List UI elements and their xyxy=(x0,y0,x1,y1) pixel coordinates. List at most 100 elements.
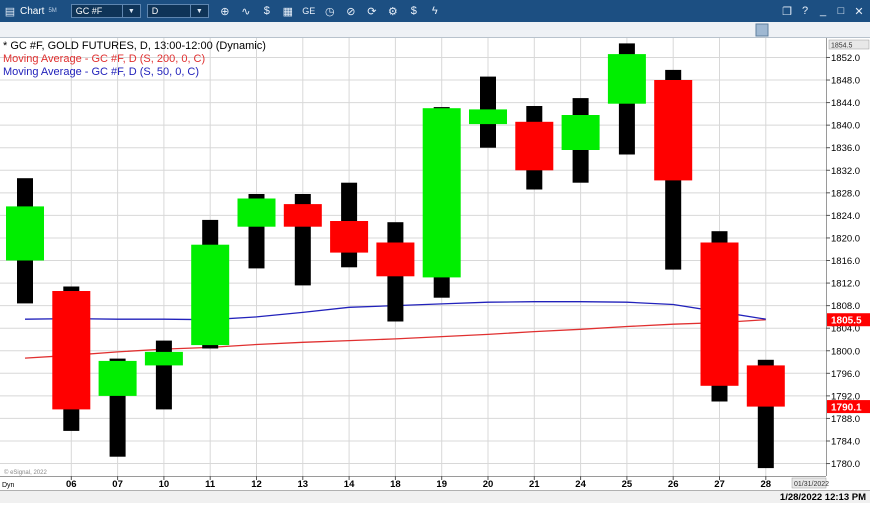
sync-icon[interactable]: ⟳ xyxy=(367,5,377,18)
time-tick-label: 10 xyxy=(159,479,170,490)
price-tick-label: 1832.0 xyxy=(831,166,860,177)
candle xyxy=(144,340,183,410)
watermark: © eSignal, 2022 xyxy=(4,469,47,476)
dollar-icon[interactable]: $ xyxy=(263,5,270,17)
candle xyxy=(515,106,554,190)
candle xyxy=(98,358,137,457)
time-tick-label: 14 xyxy=(344,479,355,490)
candle xyxy=(422,107,461,298)
candle xyxy=(330,182,369,268)
settings-icon[interactable]: ⚙ xyxy=(387,5,398,18)
candle xyxy=(6,178,44,304)
price-axis: 1852.0 1848.0 1844.0 1840.0 1836.0 1832.0 1828… xyxy=(826,38,870,503)
clock-icon[interactable]: ◷ xyxy=(324,5,335,18)
top-price-text: 1854.5 xyxy=(831,43,853,50)
candle-body-up xyxy=(237,198,276,227)
price-tick-label: 1824.0 xyxy=(831,211,860,222)
price-tick-label: 1812.0 xyxy=(831,279,860,290)
maximize-icon[interactable]: □ xyxy=(837,5,845,17)
price-tick-label: 1780.0 xyxy=(831,459,860,470)
candle-body-down xyxy=(700,242,739,386)
price-tick-label: 1804.0 xyxy=(831,324,860,335)
top-price-box xyxy=(828,39,870,50)
news-icon[interactable]: ▦ xyxy=(282,5,293,18)
candle xyxy=(191,219,230,349)
candle xyxy=(654,69,693,270)
window-controls: ❐ ? _ □ ✕ xyxy=(780,3,866,19)
top-price-label: 1854.5 xyxy=(828,39,870,50)
chevron-down-icon: ▼ xyxy=(195,7,203,15)
interval-dropdown-button[interactable]: ▼ xyxy=(190,4,209,18)
last-price-label: 1790.1 xyxy=(827,400,870,414)
candle xyxy=(52,286,91,431)
lightning-icon[interactable]: ϟ xyxy=(431,5,438,17)
candle-body-down xyxy=(515,121,554,171)
chart-legend-ma200: Moving Average - GC #F, D (S, 200, 0, C) xyxy=(3,53,206,65)
symbol-input[interactable]: GC #F xyxy=(70,4,123,18)
ma200-line xyxy=(24,319,766,359)
last-price-label-text: 1790.1 xyxy=(831,403,862,414)
next-date-label: 01/31/2022 xyxy=(791,477,829,489)
paperclip-icon[interactable]: ⊘ xyxy=(346,5,356,18)
time-tick-label: 07 xyxy=(112,479,123,490)
time-tick-label: 19 xyxy=(436,479,447,490)
interval-value: D xyxy=(151,6,159,16)
ma-price-label: 1805.5 xyxy=(827,313,870,327)
candle-body-up xyxy=(98,360,137,396)
price-tick-label: 1808.0 xyxy=(831,301,860,312)
timestamp: 1/28/2022 12:13 PM xyxy=(780,492,866,503)
candle xyxy=(283,194,322,286)
help-icon[interactable]: ? xyxy=(801,5,809,17)
time-tick-label: 28 xyxy=(761,479,772,490)
price-tick-label: 1836.0 xyxy=(831,143,860,154)
dollar-circle-icon[interactable]: $ xyxy=(410,5,417,17)
status-bar-background xyxy=(0,490,870,503)
time-tick-label: 24 xyxy=(575,479,586,490)
interval-input[interactable]: D xyxy=(146,4,191,18)
time-tick-label: 25 xyxy=(622,479,633,490)
price-tick-label: 1844.0 xyxy=(831,98,860,109)
candle-body-up xyxy=(191,244,230,346)
candle-body-up xyxy=(561,115,600,150)
chart-legend-ma50: Moving Average - GC #F, D (S, 50, 0, C) xyxy=(3,66,200,78)
candle-body-up xyxy=(6,206,44,261)
time-tick-label: 11 xyxy=(205,479,216,490)
ma-price-label-text: 1805.5 xyxy=(831,316,862,327)
time-tick-label: 20 xyxy=(483,479,494,490)
chart-icon[interactable]: ▤ xyxy=(4,5,16,18)
price-tick-label: 1796.0 xyxy=(831,369,860,380)
chart-legend-main: * GC #F, GOLD FUTURES, D, 13:00-12:00 (D… xyxy=(3,40,266,52)
time-tick-label: 18 xyxy=(390,479,401,490)
crosshair-icon[interactable]: ⊕ xyxy=(220,5,230,18)
price-tick-label: 1848.0 xyxy=(831,76,860,87)
wave-icon[interactable]: ∿ xyxy=(241,5,251,18)
dyn-label[interactable]: Dyn xyxy=(2,482,15,489)
time-tick-label: 21 xyxy=(529,479,540,490)
window-subtitle: 5M xyxy=(48,8,57,14)
symbol-value: GC #F xyxy=(75,6,103,16)
ge-icon[interactable]: GE xyxy=(302,6,316,16)
candle xyxy=(237,194,276,269)
candle xyxy=(746,359,785,469)
price-tick-label: 1828.0 xyxy=(831,188,860,199)
chevron-down-icon: ▼ xyxy=(127,7,135,15)
candle-body-up xyxy=(144,351,183,366)
price-tick-label: 1788.0 xyxy=(831,414,860,425)
time-tick-label: 06 xyxy=(66,479,77,490)
window-title: Chart xyxy=(20,5,45,17)
symbol-dropdown-button[interactable]: ▼ xyxy=(122,4,141,18)
candle-wick xyxy=(155,340,172,410)
chart-svg: 1852.01848.01844.01840.01836.01832.01828… xyxy=(0,38,870,503)
minimize-icon[interactable]: _ xyxy=(819,5,827,17)
window-icon[interactable]: ❐ xyxy=(782,5,792,18)
candle-body-up xyxy=(469,109,507,125)
price-tick-label: 1816.0 xyxy=(831,256,860,267)
candle xyxy=(607,43,646,155)
chart-toolbar: ▤ Chart 5M GC #F ▼ D ▼ ⊕ ∿ $ ▦ GE ◷ ⊘ ⟳ … xyxy=(0,0,870,23)
close-icon[interactable]: ✕ xyxy=(854,5,864,18)
candle-body-down xyxy=(283,204,322,227)
price-axis-background xyxy=(826,38,870,503)
candle-body-down xyxy=(52,291,91,410)
price-tick-label: 1852.0 xyxy=(831,53,860,64)
next-date-text: 01/31/2022 xyxy=(794,481,829,488)
